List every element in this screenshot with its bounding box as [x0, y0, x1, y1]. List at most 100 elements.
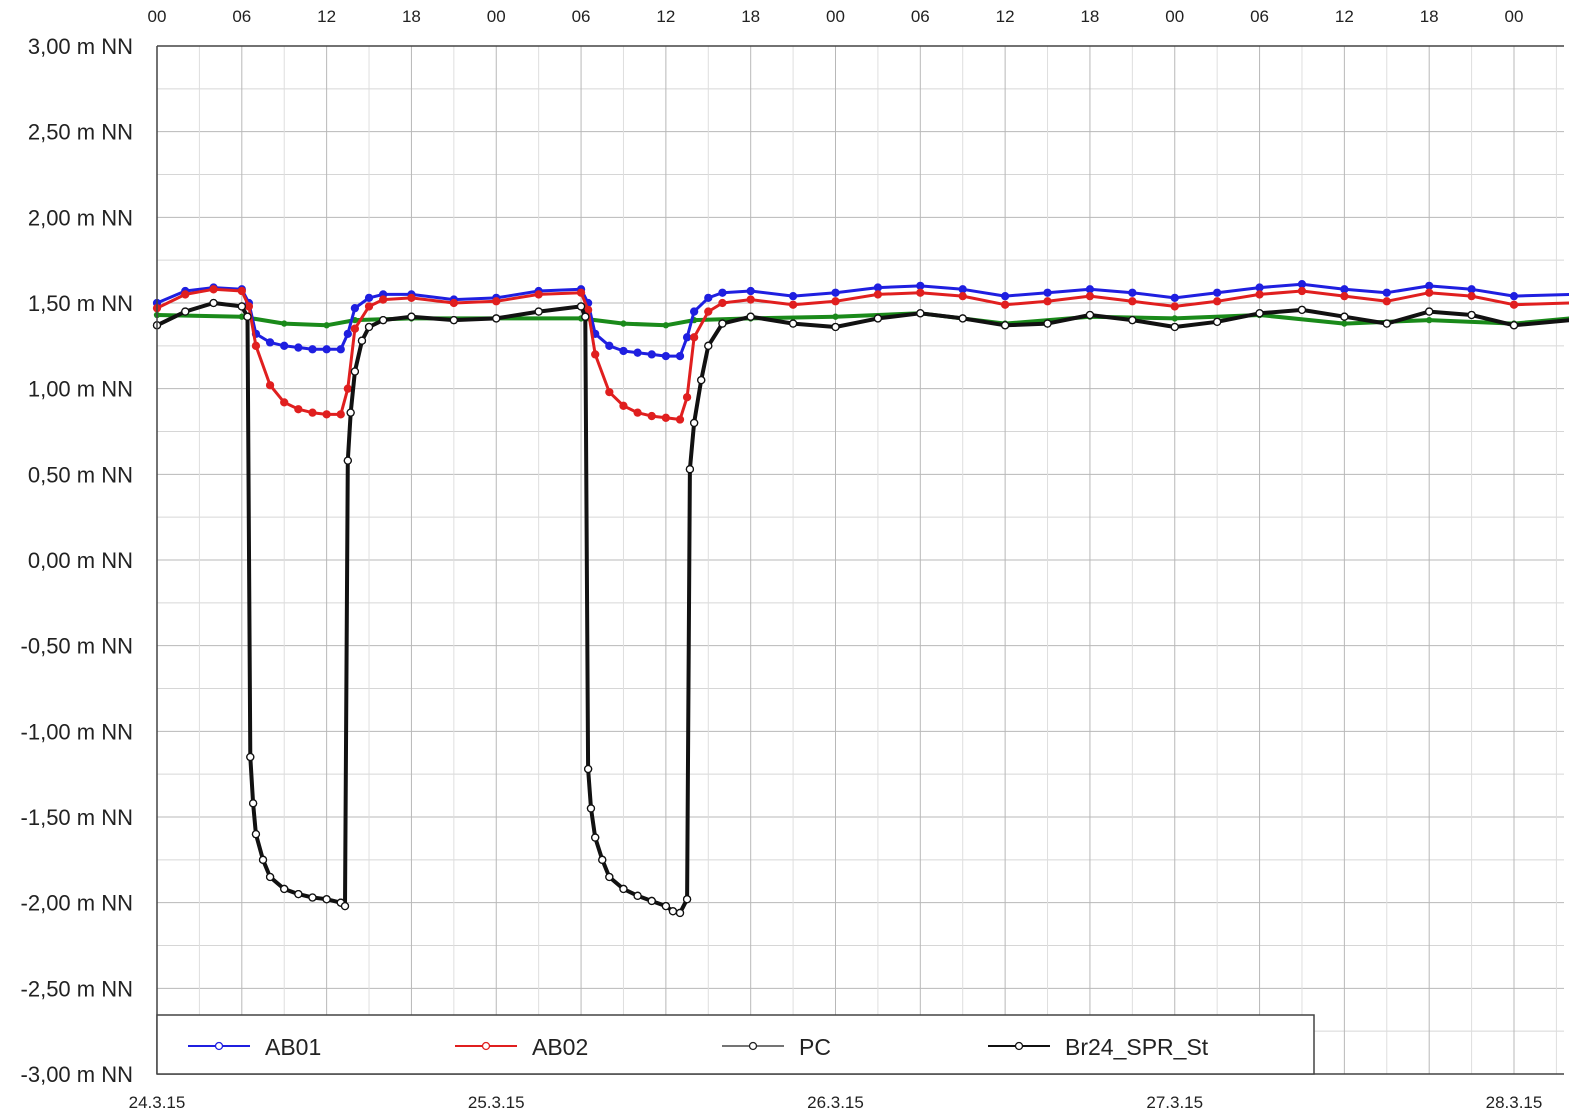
- data-point: [620, 320, 627, 327]
- data-point: [633, 348, 642, 357]
- x-tick-label-bottom: 27.3.15: [1146, 1093, 1203, 1112]
- legend: AB01 AB02 PC Br24_SPR_St: [156, 1014, 1315, 1075]
- data-point: [449, 298, 458, 308]
- data-point: [534, 307, 543, 316]
- x-tick-label-bottom: 26.3.15: [807, 1093, 864, 1112]
- data-point: [661, 413, 671, 422]
- data-point: [1085, 291, 1095, 301]
- data-point: [1426, 316, 1433, 324]
- data-point: [181, 307, 190, 316]
- data-point: [336, 410, 345, 419]
- data-point: [1297, 305, 1307, 315]
- data-point: [704, 341, 713, 350]
- data-point: [788, 300, 798, 309]
- legend-item: AB02: [455, 1034, 588, 1060]
- data-point: [1128, 297, 1137, 306]
- data-point: [350, 324, 360, 333]
- data-point: [248, 799, 258, 808]
- data-point: [308, 893, 317, 902]
- data-point: [246, 752, 255, 762]
- legend-label: Br24_SPR_St: [1065, 1034, 1209, 1060]
- data-point: [1467, 310, 1476, 320]
- data-point: [364, 293, 374, 303]
- data-point: [1382, 297, 1391, 306]
- data-point: [788, 319, 798, 328]
- legend-label: AB02: [532, 1034, 588, 1060]
- series-ab02: [152, 285, 1569, 424]
- data-point: [209, 298, 218, 308]
- data-point: [280, 884, 289, 894]
- data-point: [280, 341, 289, 350]
- data-point: [689, 418, 699, 428]
- data-point: [281, 320, 288, 327]
- y-tick-label: -1,50 m NN: [21, 805, 133, 830]
- data-point: [689, 333, 699, 342]
- x-tick-label-top: 00: [487, 7, 506, 26]
- data-point: [916, 309, 925, 318]
- data-point: [1213, 288, 1222, 297]
- y-tick-label: -0,50 m NN: [21, 634, 133, 659]
- data-point: [675, 351, 685, 361]
- data-point: [244, 302, 254, 311]
- data-point: [746, 295, 755, 304]
- data-point: [682, 393, 692, 402]
- data-point: [916, 288, 925, 297]
- data-point: [605, 387, 614, 397]
- data-point: [1255, 309, 1264, 318]
- data-point: [346, 408, 355, 417]
- y-tick-label: -1,00 m NN: [21, 719, 133, 744]
- data-point: [237, 286, 246, 296]
- legend-label: AB01: [265, 1034, 321, 1060]
- data-point: [958, 285, 967, 294]
- data-point: [237, 302, 246, 311]
- data-point: [350, 303, 360, 313]
- data-point: [308, 345, 317, 354]
- data-point: [322, 345, 331, 354]
- data-point: [258, 855, 268, 864]
- data-point: [280, 398, 289, 407]
- data-point: [1128, 288, 1137, 297]
- data-point: [343, 384, 352, 393]
- x-tick-label-top: 00: [826, 7, 845, 26]
- data-point: [407, 312, 416, 321]
- data-point: [407, 293, 416, 303]
- x-tick-label-top: 18: [1420, 7, 1439, 26]
- y-tick-label: 2,00 m NN: [28, 205, 133, 230]
- data-point: [336, 345, 345, 354]
- data-point: [873, 314, 883, 323]
- y-tick-label: 1,00 m NN: [28, 377, 133, 402]
- data-point: [619, 401, 628, 410]
- data-point: [1000, 321, 1010, 330]
- data-point: [322, 410, 331, 419]
- data-point: [265, 381, 275, 390]
- data-point: [583, 305, 593, 315]
- legend-item: Br24_SPR_St: [988, 1034, 1209, 1060]
- x-tick-label-top: 00: [1505, 7, 1524, 26]
- data-point: [619, 884, 628, 894]
- data-point: [873, 290, 883, 299]
- legend-item: PC: [722, 1034, 831, 1060]
- data-point: [1382, 288, 1391, 297]
- legend-item: AB01: [188, 1034, 321, 1060]
- data-point: [294, 405, 303, 414]
- data-point: [251, 829, 261, 839]
- data-point: [689, 307, 699, 316]
- data-point: [633, 891, 642, 900]
- data-point: [379, 315, 388, 325]
- data-point: [675, 908, 685, 918]
- data-point: [1255, 283, 1264, 292]
- data-point: [343, 329, 352, 338]
- data-point: [1425, 288, 1434, 297]
- data-point: [662, 322, 670, 329]
- data-point: [832, 313, 839, 320]
- data-point: [831, 288, 840, 297]
- legend-swatch-marker: [481, 1041, 491, 1051]
- data-point: [958, 291, 967, 301]
- y-tick-label: -3,00 m NN: [21, 1062, 133, 1087]
- data-point: [343, 456, 352, 465]
- y-tick-label: 0,00 m NN: [28, 548, 133, 573]
- data-point: [1213, 317, 1222, 326]
- data-point: [294, 343, 303, 352]
- data-point: [1509, 321, 1519, 330]
